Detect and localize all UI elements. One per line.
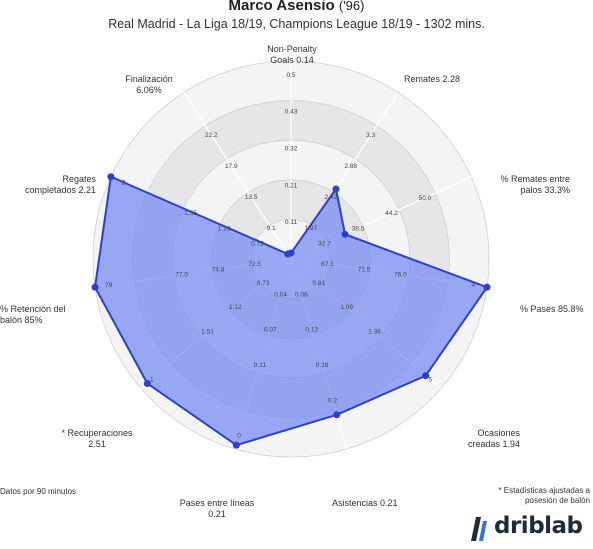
tick-label-10-2: 17.9	[225, 163, 238, 170]
tick-label-8-0: 72.5	[248, 261, 261, 268]
tick-label-6-4: 0	[237, 433, 241, 440]
tick-label-5-2: 0.16	[316, 362, 329, 369]
radar-point-4	[422, 372, 430, 380]
radar-spoke-10	[183, 92, 292, 260]
tick-label-2-0: 32.7	[318, 241, 331, 248]
tick-label-4-1: 1.09	[340, 304, 353, 311]
radar-point-3	[483, 283, 491, 291]
tick-label-2-3: 50.0	[419, 195, 432, 202]
tick-label-9-4: 2	[122, 180, 126, 187]
tick-label-6-1: 0.07	[264, 327, 277, 334]
tick-label-0-2: 0.32	[285, 146, 298, 153]
tick-label-2-2: 44.2	[385, 210, 398, 217]
axis-label-remates: Remates 2.28	[404, 74, 461, 84]
radar-area	[93, 175, 489, 447]
tick-label-3-0: 67.1	[321, 261, 334, 268]
tick-label-8-1: 74.8	[212, 266, 225, 273]
tick-label-3-4: 4	[471, 282, 475, 289]
tick-label-10-3: 22.2	[205, 132, 218, 139]
brand-name: driblab	[494, 513, 583, 539]
tick-label-3-1: 71.5	[358, 266, 371, 273]
radar-point-1	[332, 185, 340, 193]
tick-label-6-0: 0.04	[274, 291, 287, 298]
tick-label-8-4: 79	[105, 282, 113, 289]
tick-label-9-0: 0.72	[251, 241, 264, 248]
tick-label-0-1: 0.21	[285, 182, 298, 189]
axis-label-remates-entre-palos: % Remates entre palos 33.3%	[500, 174, 570, 195]
tick-label-7-4: 1	[150, 377, 154, 384]
tick-label-5-3: 0.2	[328, 397, 337, 404]
tick-label-9-2: 1.55	[184, 210, 197, 217]
driblab-mark-icon	[471, 517, 487, 541]
axis-label-finalizacion: Finalización 6.06%	[125, 74, 173, 95]
tick-label-1-0: 1.97	[305, 225, 318, 232]
axis-label-asistencias: Asistencias 0.21	[332, 498, 398, 508]
player-year: ('96)	[338, 0, 365, 13]
driblab-logo: driblab	[466, 513, 591, 545]
axis-label-ocasiones-creadas: Ocasiones creadas 1.94	[467, 428, 520, 449]
tick-label-4-2: 1.36	[368, 328, 381, 335]
chart-subtitle: Real Madrid - La Liga 18/19, Champions L…	[108, 17, 485, 31]
tick-label-10-0: 9.1	[267, 225, 276, 232]
axis-label-retencion: % Retención del balón 85%	[0, 304, 66, 325]
axis-label-pases: % Pases 85.8%	[520, 304, 584, 314]
radar-point-6	[232, 441, 240, 449]
radar-point-10	[284, 250, 292, 258]
tick-label-2-1: 38.5	[352, 225, 365, 232]
tick-label-1-2: 2.88	[344, 163, 357, 170]
tick-label-5-0: 0.06	[295, 291, 308, 298]
tick-label-1-1: 2.42	[324, 194, 337, 201]
radar-point-2	[341, 230, 349, 238]
chart-title: Marco Asensio ('96)	[0, 0, 593, 14]
axis-label-recuperaciones: * Recuperaciones 2.51	[61, 428, 133, 449]
axis-label-regates: Regates completados 2.21	[24, 174, 96, 195]
tick-label-7-2: 1.51	[201, 328, 214, 335]
tick-label-0-4: 0.5	[286, 72, 295, 79]
radar-point-7	[143, 379, 151, 387]
radar-point-9	[107, 173, 115, 181]
tick-label-9-1: 1.13	[218, 225, 231, 232]
footnote-adjusted: * Estadísticas ajustadas a posesión de b…	[498, 486, 590, 505]
tick-label-10-1: 13.5	[245, 194, 258, 201]
radar-point-5	[333, 411, 341, 419]
radar-point-8	[91, 283, 99, 291]
tick-label-0-0: 0.11	[285, 219, 298, 226]
tick-label-4-4: 5	[428, 377, 432, 384]
tick-label-1-3: 3.3	[366, 132, 375, 139]
tick-label-0-3: 0.43	[285, 109, 298, 116]
tick-label-5-1: 0.12	[305, 327, 318, 334]
tick-label-3-2: 76.0	[394, 272, 407, 279]
tick-label-8-2: 77.0	[175, 272, 188, 279]
tick-label-6-2: 0.11	[254, 362, 267, 369]
axis-label-pases-entre-lineas: Pases entre líneas 0.21	[179, 498, 255, 519]
player-name: Marco Asensio	[228, 0, 335, 14]
tick-label-4-0: 0.81	[313, 280, 326, 287]
axis-label-non-penalty-goals: Non-Penalty Goals 0.14	[267, 44, 317, 65]
tick-label-7-1: 1.12	[229, 304, 242, 311]
tick-label-7-0: 0.73	[257, 280, 270, 287]
footnote-per-90: Datos por 90 minutos	[0, 487, 77, 496]
